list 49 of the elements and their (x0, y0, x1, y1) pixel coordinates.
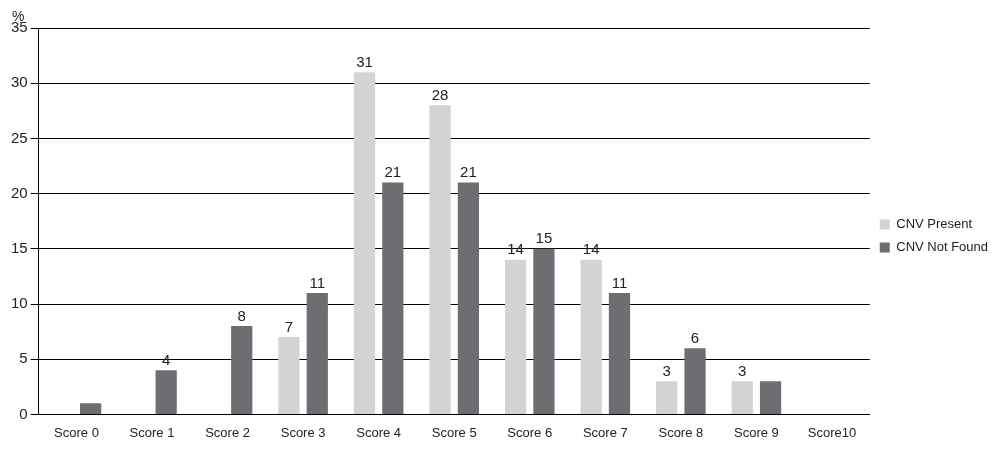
x-tick-label: Score 1 (129, 424, 175, 440)
bar (429, 105, 451, 414)
legend-label: CNV Present (896, 216, 973, 232)
x-tick-label: Score 6 (507, 424, 553, 440)
y-tick-label: 30 (11, 73, 28, 91)
bar (684, 348, 706, 414)
x-tick-label: Score 4 (356, 424, 402, 440)
data-label: 11 (309, 273, 326, 291)
bar (504, 259, 527, 414)
bar (231, 326, 253, 414)
x-tick-label: Score 5 (431, 424, 477, 440)
data-label: 7 (284, 317, 294, 335)
data-label: 3 (738, 361, 747, 379)
bar (382, 182, 404, 414)
bar (759, 381, 782, 414)
data-label: 21 (384, 163, 402, 181)
bar (533, 248, 555, 414)
data-label: 28 (431, 85, 449, 103)
y-tick-label: 25 (11, 128, 28, 146)
x-tick-label: Score 0 (54, 424, 99, 440)
y-tick-label: 20 (11, 183, 28, 201)
bar (278, 337, 300, 414)
data-label: 8 (237, 306, 246, 324)
x-tick-label: Score 2 (205, 424, 250, 440)
bar (457, 182, 479, 414)
bar (580, 259, 602, 414)
bar (608, 292, 631, 414)
data-label: 6 (690, 328, 700, 346)
data-label: 3 (662, 361, 671, 379)
bar (353, 72, 376, 414)
legend-label: CNV Not Found (896, 239, 988, 255)
y-tick-label: 0 (19, 404, 28, 422)
bar (731, 381, 753, 414)
y-tick-label: 5 (19, 349, 28, 367)
bar (80, 403, 102, 414)
bar (656, 381, 678, 414)
y-tick-label: 10 (11, 294, 28, 312)
bar (155, 370, 177, 414)
x-tick-label: Score 7 (582, 424, 628, 440)
data-label: 31 (356, 52, 373, 70)
data-label: 11 (611, 273, 628, 291)
x-tick-label: Score10 (807, 424, 857, 440)
data-label: 21 (460, 163, 477, 181)
x-tick-label: Score 9 (734, 424, 779, 440)
y-tick-label: 15 (11, 238, 28, 256)
x-tick-label: Score 8 (658, 424, 704, 440)
x-tick-label: Score 3 (280, 424, 326, 440)
bar (306, 292, 328, 414)
data-label: 15 (535, 229, 553, 247)
